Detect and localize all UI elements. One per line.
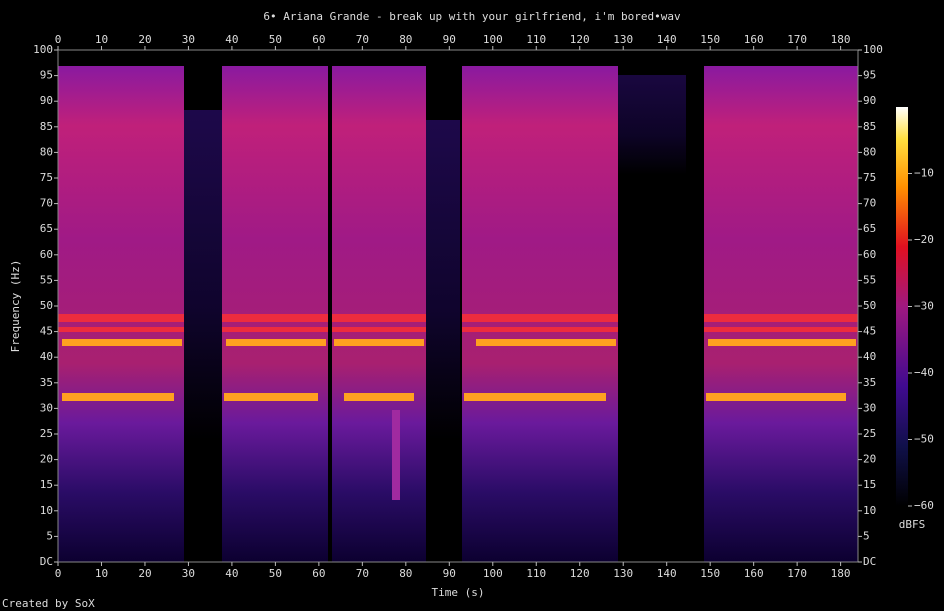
x-tick-label-top: 100 [483,33,503,46]
x-tick-label: 20 [138,567,151,580]
x-tick-label: 50 [269,567,282,580]
x-tick-label: 150 [700,567,720,580]
y-tick-label: 75 [40,171,53,184]
x-tick-label-top: 10 [95,33,108,46]
x-tick-label-top: 70 [356,33,369,46]
y-tick-label: 100 [33,43,53,56]
x-tick-label: 30 [182,567,195,580]
y-tick-label-right: 95 [863,69,876,82]
colorbar-label: dBFS [899,518,926,531]
x-tick-label: 110 [526,567,546,580]
y-tick-label-right: 65 [863,222,876,235]
x-tick-label-top: 110 [526,33,546,46]
y-tick-label: 70 [40,197,53,210]
x-tick-label-top: 80 [399,33,412,46]
y-tick-label-right: DC [863,555,876,568]
x-tick-label: 100 [483,567,503,580]
x-tick-label: 0 [55,567,62,580]
x-tick-label: 10 [95,567,108,580]
y-tick-label-right: 60 [863,248,876,261]
x-tick-label-top: 150 [700,33,720,46]
chart-title: 6• Ariana Grande - break up with your gi… [263,10,681,23]
y-tick-label-right: 85 [863,120,876,133]
y-axis-label: Frequency (Hz) [9,260,22,353]
spectrogram-image [57,49,859,563]
x-tick-label-top: 130 [613,33,633,46]
x-tick-label-top: 170 [787,33,807,46]
y-tick-label-right: 100 [863,43,883,56]
y-tick-label: 25 [40,427,53,440]
colorbar-tick-label: −30 [914,300,934,313]
x-tick-label-top: 20 [138,33,151,46]
y-tick-label: 60 [40,248,53,261]
y-tick-label: 95 [40,69,53,82]
footer: Created by SoX [2,597,95,610]
y-tick-label: 55 [40,273,53,286]
y-tick-label-right: 40 [863,350,876,363]
y-tick-label-right: 80 [863,145,876,158]
y-tick-label-right: 25 [863,427,876,440]
y-tick-label: 85 [40,120,53,133]
x-tick-label: 140 [657,567,677,580]
y-tick-label: 80 [40,145,53,158]
y-tick-label-right: 10 [863,504,876,517]
colorbar-tick-label: −40 [914,366,934,379]
y-tick-label: 15 [40,478,53,491]
y-tick-label-right: 45 [863,325,876,338]
x-tick-label-top: 140 [657,33,677,46]
y-tick-label: 45 [40,325,53,338]
y-tick-label-right: 50 [863,299,876,312]
y-tick-label-right: 15 [863,478,876,491]
y-tick-label: 5 [46,529,53,542]
x-tick-label: 90 [443,567,456,580]
x-tick-label-top: 30 [182,33,195,46]
y-tick-label: DC [40,555,53,568]
x-tick-label: 70 [356,567,369,580]
y-tick-label-right: 70 [863,197,876,210]
x-tick-label: 170 [787,567,807,580]
x-tick-label: 80 [399,567,412,580]
y-tick-label: 40 [40,350,53,363]
y-tick-label: 10 [40,504,53,517]
colorbar [896,107,908,506]
x-tick-label: 40 [225,567,238,580]
colorbar-tick-label: −10 [914,167,934,180]
x-tick-label-top: 50 [269,33,282,46]
y-tick-label-right: 55 [863,273,876,286]
y-tick-label-right: 35 [863,376,876,389]
y-tick-label-right: 20 [863,453,876,466]
x-tick-label-top: 40 [225,33,238,46]
y-tick-label: 20 [40,453,53,466]
y-tick-label: 35 [40,376,53,389]
x-tick-label: 160 [744,567,764,580]
y-tick-label: 90 [40,94,53,107]
x-tick-label: 60 [312,567,325,580]
colorbar-tick-label: −20 [914,233,934,246]
y-tick-label: 30 [40,401,53,414]
x-tick-label: 180 [831,567,851,580]
y-tick-label-right: 75 [863,171,876,184]
x-tick-label: 120 [570,567,590,580]
x-tick-label: 130 [613,567,633,580]
y-tick-label-right: 5 [863,529,870,542]
x-tick-label-top: 90 [443,33,456,46]
x-tick-label-top: 160 [744,33,764,46]
x-axis-label: Time (s) [432,586,485,599]
y-tick-label-right: 30 [863,401,876,414]
x-tick-label-top: 180 [831,33,851,46]
y-tick-label: 65 [40,222,53,235]
y-tick-label: 50 [40,299,53,312]
colorbar-tick-label: −60 [914,499,934,512]
x-tick-label-top: 120 [570,33,590,46]
colorbar-tick-label: −50 [914,433,934,446]
y-tick-label-right: 90 [863,94,876,107]
x-tick-label-top: 0 [55,33,62,46]
x-tick-label-top: 60 [312,33,325,46]
